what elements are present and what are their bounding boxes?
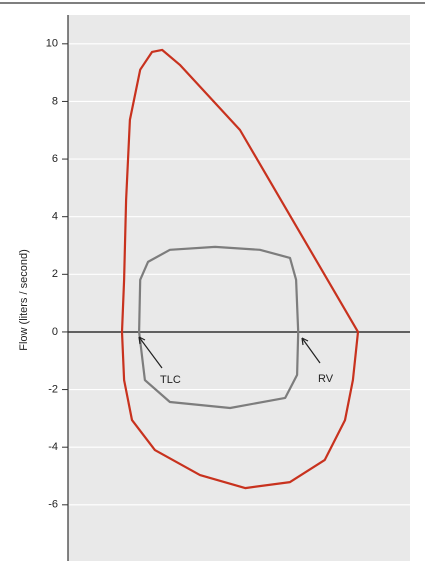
plot-background (68, 15, 410, 561)
loop-line (120, 48, 360, 490)
annotation: TLC (160, 374, 181, 386)
y-tick-label: 4 (52, 211, 58, 223)
annotation: RV (318, 373, 334, 385)
loop-line (138, 245, 300, 410)
y-tick-label: 0 (52, 326, 58, 338)
lines (120, 48, 360, 490)
y-tick-label: 2 (52, 268, 58, 280)
tlc-arrow (138, 336, 163, 369)
y-tick-label: -6 (48, 499, 58, 511)
y-tick-label: -4 (48, 441, 58, 453)
y-tick-label: 8 (52, 95, 58, 107)
y-tick-label: 10 (46, 38, 58, 50)
y-tick-label: -2 (48, 383, 58, 395)
rv-arrow (301, 337, 321, 364)
y-axis-label: Flow (liters / second) (18, 249, 30, 350)
y-tick-label: 6 (52, 153, 58, 165)
